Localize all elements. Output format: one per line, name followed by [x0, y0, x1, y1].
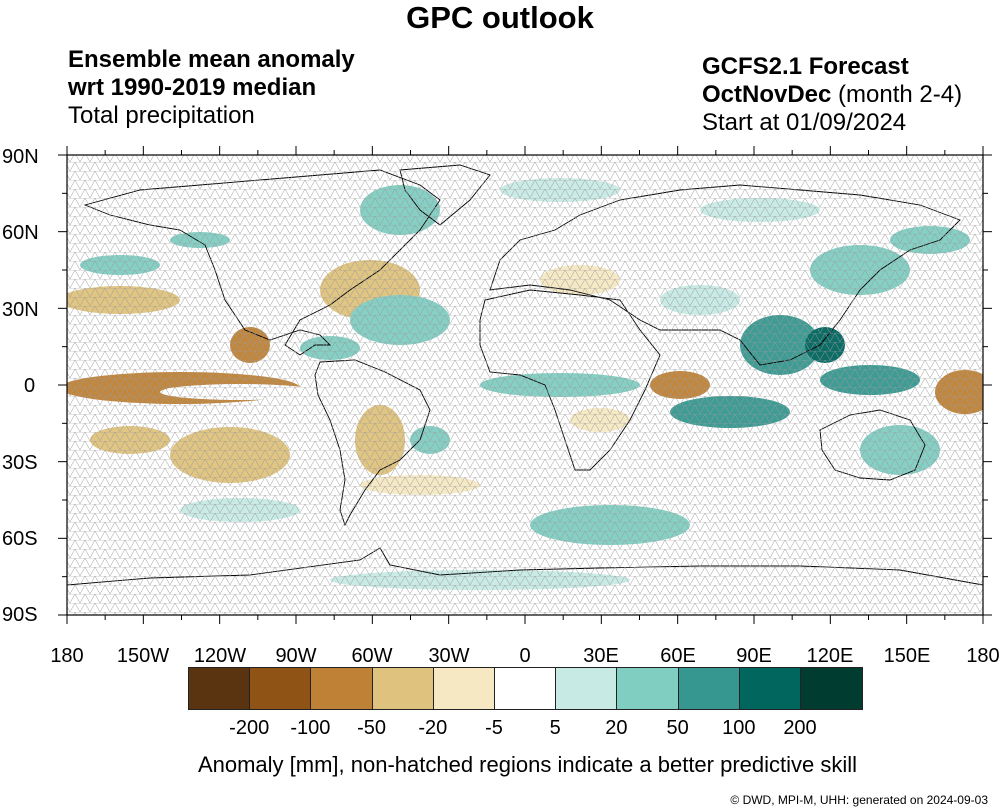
axis-ticks — [58, 146, 992, 624]
lat-label: 30N — [2, 299, 39, 321]
lat-label: 30S — [2, 452, 38, 474]
model-line: GCFS2.1 Forecast — [702, 53, 909, 80]
reference-period-line: wrt 1990-2019 median — [68, 74, 317, 101]
colorbar-threshold-label: -20 — [418, 717, 448, 739]
colorbar-swatch — [494, 667, 557, 710]
lat-label: 90N — [2, 146, 39, 168]
colorbar-threshold-label: 20 — [605, 717, 628, 739]
lon-label: 180 — [966, 645, 1000, 667]
start-date-line: Start at 01/09/2024 — [702, 109, 907, 136]
colorbar-swatch — [432, 667, 495, 710]
colorbar-threshold-label: -100 — [290, 717, 331, 739]
lon-label: 180 — [50, 645, 84, 667]
lat-label: 60N — [2, 222, 39, 244]
right-header: GCFS2.1 Forecast OctNovDec (month 2-4) S… — [702, 53, 962, 137]
colorbar-swatch — [310, 667, 373, 710]
colorbar-swatch — [616, 667, 679, 710]
colorbar-swatch — [249, 667, 312, 710]
lon-label: 90E — [736, 645, 772, 667]
colorbar-threshold-label: 200 — [783, 717, 817, 739]
colorbar-threshold-label: -200 — [229, 717, 270, 739]
colorbar-threshold-label: 50 — [666, 717, 689, 739]
lon-label: 120E — [806, 645, 854, 667]
colorbar-threshold-label: 100 — [722, 717, 756, 739]
lon-label: 120W — [193, 645, 247, 667]
colorbar-threshold-label: -50 — [357, 717, 387, 739]
left-header: Ensemble mean anomaly wrt 1990-2019 medi… — [68, 46, 355, 130]
lon-label: 60E — [660, 645, 696, 667]
lon-label: 150E — [883, 645, 931, 667]
season-months: (month 2-4) — [831, 81, 963, 108]
lon-label: 150W — [116, 645, 170, 667]
page-title: GPC outlook — [406, 0, 594, 35]
colorbar-threshold-label: -5 — [485, 717, 503, 739]
colorbar-swatch — [738, 667, 801, 710]
lon-label: 30E — [583, 645, 619, 667]
lon-label: 30W — [428, 645, 470, 667]
colorbar-caption: Anomaly [mm], non-hatched regions indica… — [197, 752, 858, 777]
lat-label: 60S — [2, 528, 38, 550]
colorbar-threshold-label: 5 — [549, 717, 561, 739]
map-field — [67, 155, 983, 615]
variable-line: Total precipitation — [68, 102, 255, 129]
anomaly-type-line: Ensemble mean anomaly — [68, 46, 355, 73]
lat-label: 90S — [2, 604, 38, 626]
colorbar-swatch — [555, 667, 618, 710]
season-name: OctNovDec — [702, 81, 832, 108]
lon-label: 60W — [351, 645, 393, 667]
credit-line: © DWD, MPI-M, UHH: generated on 2024-09-… — [730, 793, 988, 807]
season-line: OctNovDec (month 2-4) — [702, 81, 962, 109]
low-skill-hatching — [67, 155, 983, 615]
colorbar-swatch — [371, 667, 434, 710]
colorbar-swatch — [677, 667, 740, 710]
lon-label: 0 — [519, 645, 531, 667]
colorbar-swatch — [188, 667, 251, 710]
lon-label: 90W — [275, 645, 317, 667]
lat-label: 0 — [24, 375, 36, 397]
colorbar-swatch — [800, 667, 864, 710]
